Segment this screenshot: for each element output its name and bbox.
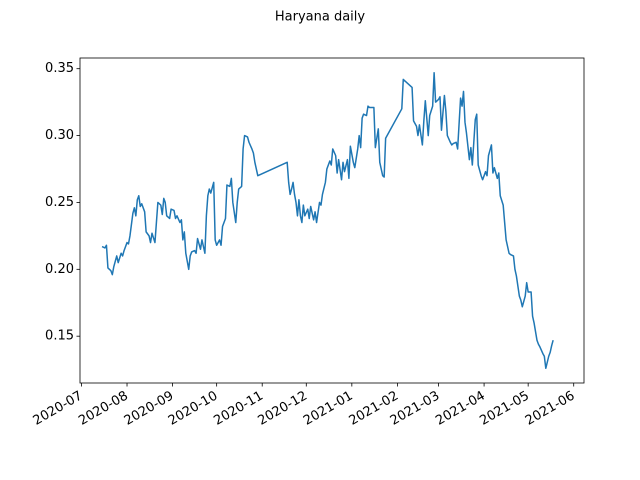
chart-title: Haryana daily xyxy=(275,10,366,25)
data-line xyxy=(101,71,554,370)
y-tick-label: 0.35 xyxy=(45,61,74,76)
y-tick-label: 0.15 xyxy=(45,329,74,344)
y-tick-label: 0.25 xyxy=(45,195,74,210)
plot-frame xyxy=(79,57,585,384)
y-tick-label: 0.30 xyxy=(45,128,74,143)
y-tick-label: 0.20 xyxy=(45,262,74,277)
